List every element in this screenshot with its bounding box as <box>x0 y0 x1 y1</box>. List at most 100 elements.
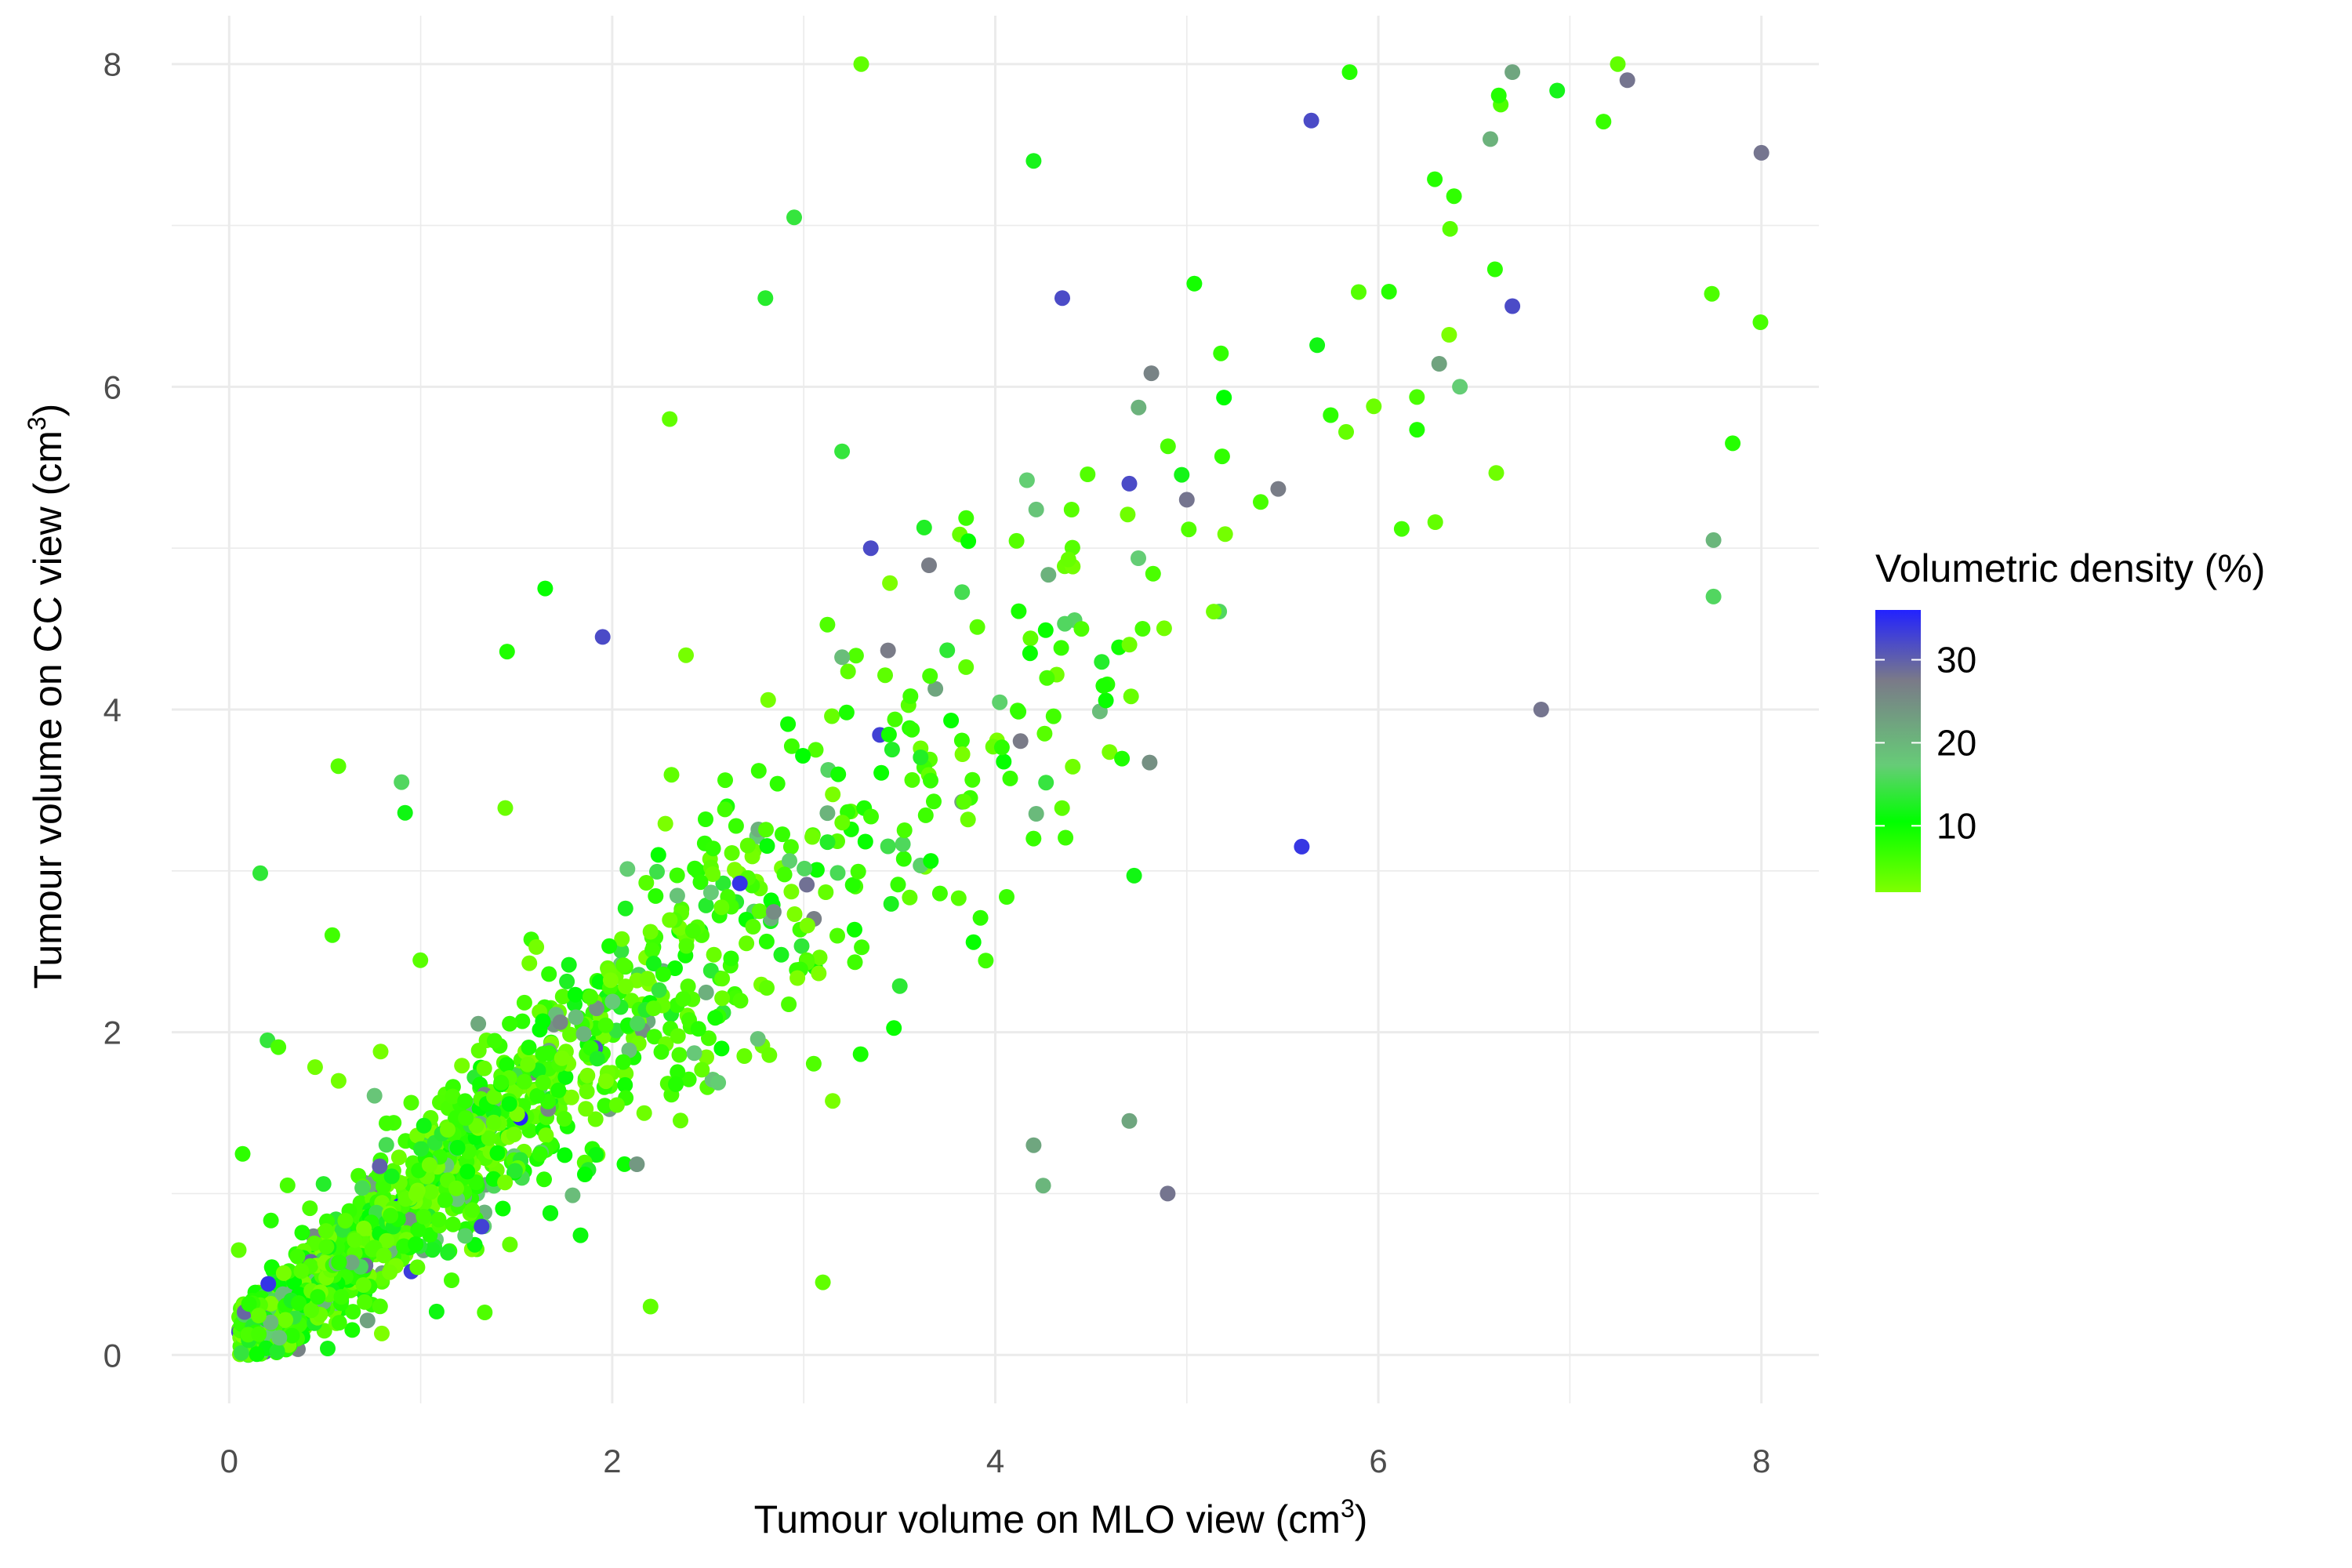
data-point <box>394 774 410 790</box>
data-point <box>819 834 836 851</box>
data-point <box>493 1074 510 1091</box>
data-point <box>715 875 731 891</box>
data-point <box>793 938 810 954</box>
data-point <box>739 837 756 854</box>
data-point <box>655 966 671 982</box>
data-point <box>1040 567 1057 583</box>
data-point <box>670 1028 686 1044</box>
data-point <box>1705 588 1722 604</box>
x-axis-title: Tumour volume on MLO view (cm3) <box>754 1494 1368 1541</box>
data-point <box>330 1073 347 1089</box>
data-point <box>1303 112 1319 129</box>
data-point <box>724 845 740 861</box>
data-point <box>890 877 906 893</box>
data-point <box>675 991 691 1007</box>
data-point <box>1064 539 1080 556</box>
data-point <box>481 1130 497 1146</box>
data-point <box>354 1180 371 1196</box>
data-point <box>818 884 834 900</box>
data-point <box>662 912 678 928</box>
data-point <box>457 1093 474 1109</box>
data-point <box>799 917 815 934</box>
data-point <box>978 953 994 969</box>
data-point <box>1174 466 1190 483</box>
data-point <box>854 939 870 956</box>
data-point <box>315 1176 332 1192</box>
data-point <box>1054 800 1070 816</box>
data-point <box>409 1259 426 1276</box>
data-point <box>497 1174 514 1191</box>
data-point <box>953 732 970 749</box>
data-point <box>383 1168 400 1185</box>
data-point <box>269 1343 285 1359</box>
data-point <box>589 1051 605 1067</box>
data-point <box>692 874 709 891</box>
data-point <box>1126 867 1142 884</box>
data-point <box>410 1221 426 1238</box>
data-point <box>486 1089 503 1105</box>
data-point <box>464 1202 481 1218</box>
data-point <box>690 1021 706 1037</box>
data-point <box>795 748 811 764</box>
data-point <box>926 793 942 810</box>
data-point <box>403 1094 419 1111</box>
data-point <box>825 786 841 803</box>
data-point <box>588 1147 604 1163</box>
data-point <box>681 1071 697 1087</box>
data-point <box>891 978 908 994</box>
data-point <box>1427 171 1443 187</box>
data-point <box>476 1060 492 1076</box>
data-point <box>615 957 632 974</box>
data-points <box>230 56 1769 1363</box>
data-point <box>707 1010 724 1026</box>
data-point <box>653 1044 670 1060</box>
data-point <box>757 290 774 307</box>
data-point <box>372 1158 388 1174</box>
data-point <box>1441 327 1457 343</box>
data-point <box>597 1098 613 1114</box>
data-point <box>485 1114 502 1131</box>
data-point <box>507 1163 523 1179</box>
data-point <box>645 1000 662 1017</box>
y-tick-label: 2 <box>103 1014 122 1051</box>
data-point <box>613 942 630 959</box>
data-point <box>588 1000 604 1017</box>
data-point <box>1065 758 1081 775</box>
legend-tick-label: 30 <box>1936 640 1976 681</box>
data-point <box>579 1067 596 1083</box>
data-point <box>1035 1178 1051 1194</box>
data-point <box>825 1093 841 1109</box>
data-point <box>829 927 845 944</box>
data-point <box>880 726 897 742</box>
data-point <box>241 1296 257 1312</box>
data-point <box>421 1156 437 1173</box>
data-point <box>782 839 799 855</box>
data-point <box>408 1236 424 1252</box>
data-point <box>1214 448 1230 465</box>
data-point <box>1216 390 1232 406</box>
data-point <box>578 1101 594 1117</box>
data-point <box>448 1180 464 1196</box>
data-point <box>705 866 721 882</box>
data-point <box>1446 188 1462 205</box>
data-point <box>759 980 775 996</box>
data-point <box>1038 775 1054 791</box>
data-point <box>765 904 782 920</box>
data-point <box>830 766 847 782</box>
data-point <box>702 963 719 978</box>
data-point <box>324 927 340 943</box>
data-point <box>702 884 719 901</box>
data-point <box>650 847 666 863</box>
data-point <box>808 742 824 758</box>
data-point <box>333 1289 350 1305</box>
data-point <box>557 1069 574 1085</box>
data-point <box>646 1029 662 1045</box>
data-point <box>1549 82 1566 99</box>
data-point <box>1145 565 1161 582</box>
data-point <box>834 649 851 666</box>
data-point <box>1036 725 1053 742</box>
data-point <box>416 1117 432 1134</box>
data-point <box>440 1122 456 1138</box>
data-point <box>390 1149 407 1166</box>
data-point <box>673 1112 688 1129</box>
